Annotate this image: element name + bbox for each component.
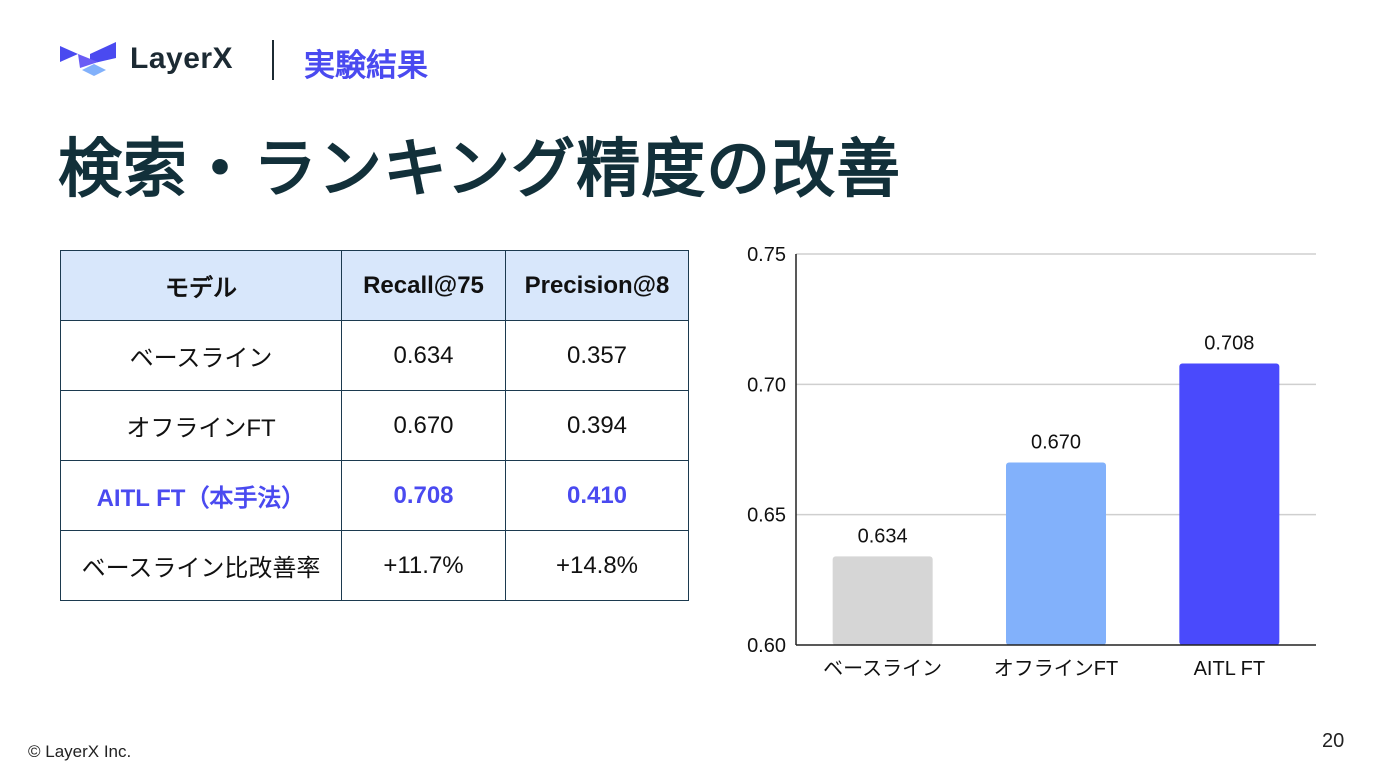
table-row: ベースライン 0.634 0.357 [60, 320, 689, 391]
table-cell: ベースライン [60, 320, 342, 391]
logo-text: LayerX [130, 42, 234, 75]
section-title: 実験結果 [304, 48, 428, 83]
table-row: オフラインFT 0.670 0.394 [60, 390, 689, 461]
y-tick-label: 0.60 [747, 635, 786, 657]
page-number: 20 [1322, 730, 1345, 752]
table-cell: ベースライン比改善率 [60, 530, 342, 601]
column-header: モデル [60, 250, 342, 321]
table-row: ベースライン比改善率 +11.7% +14.8% [60, 530, 689, 601]
x-tick-label: AITL FT [1194, 658, 1265, 680]
y-tick-label: 0.70 [747, 374, 786, 396]
copyright: © LayerX Inc. [28, 742, 132, 761]
table-cell: 0.634 [341, 320, 506, 391]
data-label: 0.670 [1031, 432, 1081, 454]
table-cell: 0.410 [505, 460, 689, 531]
table-cell: 0.394 [505, 390, 689, 461]
slide-title: 検索・ランキング精度の改善 [58, 133, 902, 207]
column-header: Recall@75 [341, 250, 506, 321]
bar [832, 556, 933, 645]
table-row-highlighted: AITL FT（本手法） 0.708 0.410 [60, 460, 689, 531]
bar [1006, 462, 1106, 645]
x-tick-label: ベースライン [823, 658, 942, 680]
data-label: 0.634 [858, 525, 908, 547]
header-divider [272, 40, 274, 80]
y-tick-label: 0.75 [747, 244, 786, 266]
results-table: モデル Recall@75 Precision@8 ベースライン 0.634 0.3… [60, 250, 689, 601]
table-cell: +14.8% [505, 530, 689, 601]
table-cell: AITL FT（本手法） [60, 460, 342, 531]
table-cell: 0.708 [341, 460, 506, 531]
x-tick-label: オフラインFT [994, 658, 1118, 680]
data-label: 0.708 [1204, 332, 1254, 354]
layerx-logo-icon [60, 42, 116, 83]
y-tick-label: 0.65 [747, 505, 786, 527]
bar [1179, 363, 1280, 645]
table-cell: 0.670 [341, 390, 506, 461]
table-cell: 0.357 [505, 320, 689, 391]
